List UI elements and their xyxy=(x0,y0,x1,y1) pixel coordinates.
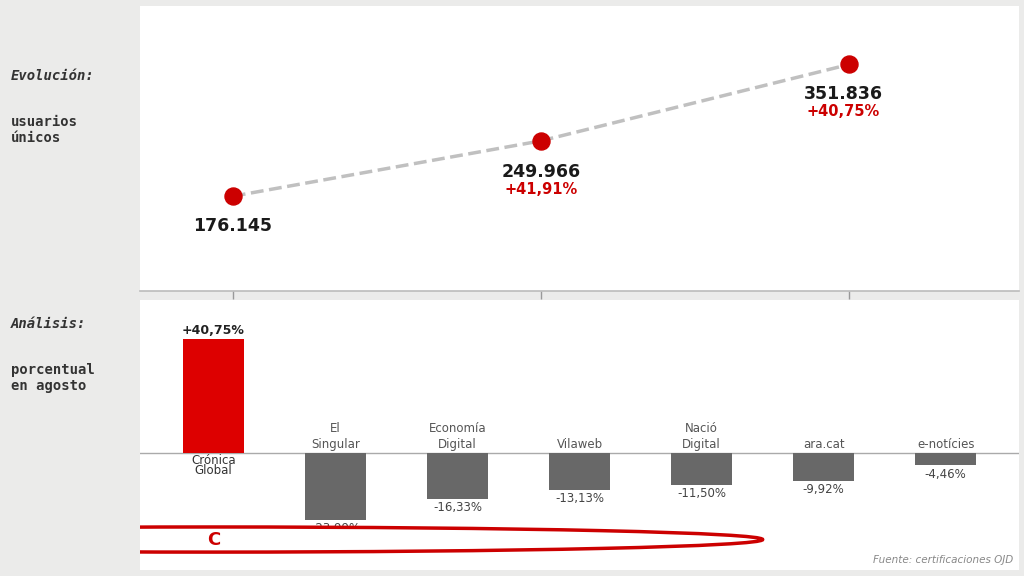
Text: ara.cat: ara.cat xyxy=(803,438,845,451)
Text: Vilaweb: Vilaweb xyxy=(556,438,603,451)
Text: Evolución:: Evolución: xyxy=(11,69,95,83)
Text: Análisis:: Análisis: xyxy=(11,317,86,331)
Text: 2015: 2015 xyxy=(831,354,867,366)
Text: -4,46%: -4,46% xyxy=(925,468,967,481)
Text: -16,33%: -16,33% xyxy=(433,501,482,514)
Circle shape xyxy=(0,527,763,552)
Text: +40,75%: +40,75% xyxy=(182,324,245,337)
Text: AGOSTO: AGOSTO xyxy=(821,325,878,338)
Text: Fuente: certificaciones OJD: Fuente: certificaciones OJD xyxy=(872,555,1013,564)
Text: JULIO: JULIO xyxy=(523,325,558,338)
Text: C: C xyxy=(207,530,220,548)
Text: 2015: 2015 xyxy=(522,354,559,366)
Bar xyxy=(671,453,732,485)
Text: JUNIO: JUNIO xyxy=(214,325,252,338)
Bar xyxy=(427,453,488,499)
Bar xyxy=(549,453,610,490)
Text: El
Singular: El Singular xyxy=(311,422,360,451)
Text: -9,92%: -9,92% xyxy=(803,483,845,496)
Text: Economía
Digital: Economía Digital xyxy=(429,422,486,451)
Point xyxy=(224,192,241,201)
Bar xyxy=(794,453,854,481)
Point xyxy=(841,60,857,69)
Text: 176.145: 176.145 xyxy=(194,217,272,235)
Text: -13,13%: -13,13% xyxy=(555,492,604,505)
Bar xyxy=(183,339,244,453)
Text: 351.836: 351.836 xyxy=(804,85,883,104)
Bar xyxy=(305,453,366,520)
Text: Crónica: Crónica xyxy=(191,454,236,467)
Text: usuarios
únicos: usuarios únicos xyxy=(11,115,78,145)
Text: e-notícies: e-notícies xyxy=(916,438,975,451)
Text: -23,99%: -23,99% xyxy=(311,522,360,535)
Text: 249.966: 249.966 xyxy=(502,164,581,181)
Bar xyxy=(915,453,976,465)
Text: Nació
Digital: Nació Digital xyxy=(682,422,721,451)
Text: 2015: 2015 xyxy=(214,354,251,366)
Point xyxy=(532,137,549,146)
Text: +41,91%: +41,91% xyxy=(505,182,578,197)
Text: porcentual
en agosto: porcentual en agosto xyxy=(11,363,95,393)
Text: Global: Global xyxy=(195,464,232,477)
Text: +40,75%: +40,75% xyxy=(807,104,880,119)
Text: -11,50%: -11,50% xyxy=(677,487,726,501)
